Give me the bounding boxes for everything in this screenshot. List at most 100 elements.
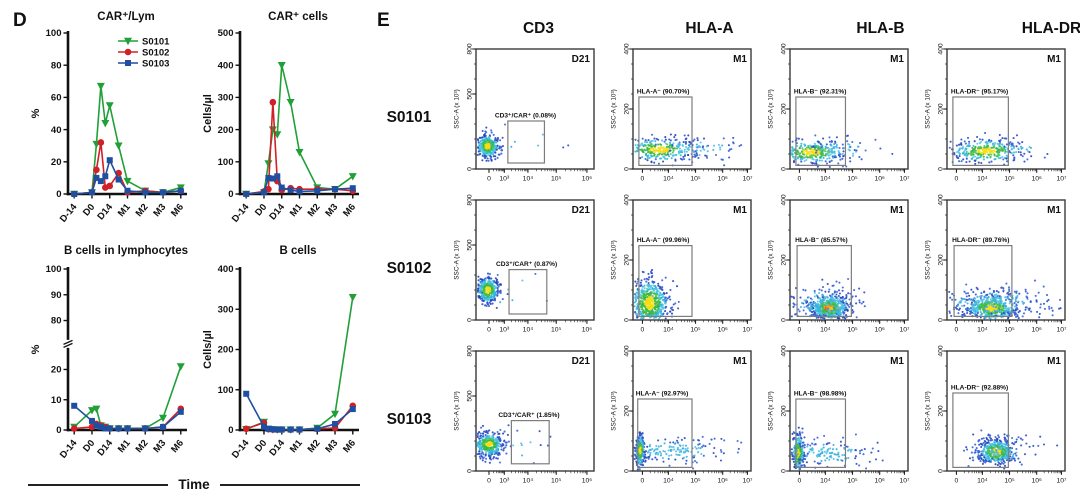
flow-plot-s0101-hla-a: 0 200 400 0 10⁴ 10⁵ 10⁶ 10⁷ SSC-A (x 10³) HLA-A⁻ … bbox=[603, 43, 760, 193]
gate-label: HLA-B⁻ (85.57%) bbox=[795, 237, 848, 244]
series-s0103 bbox=[71, 402, 184, 432]
timepoint-label: M1 bbox=[733, 205, 747, 216]
time-line-left bbox=[28, 483, 169, 486]
row-label-s0102: S0102 bbox=[386, 259, 432, 277]
time-axis-footer: Time bbox=[28, 477, 361, 492]
svg-text:M3: M3 bbox=[323, 202, 340, 219]
svg-text:D14: D14 bbox=[267, 437, 287, 458]
cell-dots bbox=[790, 426, 884, 470]
svg-text:60: 60 bbox=[51, 93, 62, 104]
svg-text:400: 400 bbox=[937, 43, 944, 55]
flow-plot-s0103-hla-b: 0 200 400 0 10⁴ 10⁵ 10⁶ 10⁷ SSC-A (x 10³) HLA-B⁻ … bbox=[760, 345, 917, 495]
cell-dots bbox=[962, 428, 1059, 470]
col-header-hla-b: HLA-B bbox=[856, 20, 905, 37]
svg-text:10⁴: 10⁴ bbox=[663, 175, 674, 182]
svg-text:10⁵: 10⁵ bbox=[1004, 175, 1015, 182]
cell-dots bbox=[634, 132, 743, 166]
gate-box bbox=[795, 95, 847, 166]
cell-dots bbox=[633, 268, 680, 320]
flow-plot-s0102-hla-dr: 0 200 400 0 10⁴ 10⁵ 10⁶ 10⁷ SSC-A (x 10³) HLA-DR⁻… bbox=[917, 194, 1074, 344]
gate-label: HLA-A⁻ (99.96%) bbox=[637, 237, 690, 244]
svg-text:100: 100 bbox=[46, 264, 62, 275]
gate-box bbox=[952, 391, 1009, 468]
svg-text:0: 0 bbox=[56, 425, 61, 436]
cell-dots bbox=[790, 277, 866, 320]
svg-text:400: 400 bbox=[218, 60, 234, 71]
svg-text:800: 800 bbox=[466, 194, 473, 206]
row-label-s0103: S0103 bbox=[386, 410, 432, 428]
svg-text:200: 200 bbox=[937, 103, 944, 115]
timepoint-label: M1 bbox=[733, 54, 747, 65]
svg-text:80: 80 bbox=[51, 60, 62, 71]
svg-text:M1: M1 bbox=[116, 201, 133, 219]
svg-text:800: 800 bbox=[466, 43, 473, 55]
svg-text:10⁶: 10⁶ bbox=[875, 326, 886, 333]
timepoint-label: D21 bbox=[572, 356, 591, 367]
svg-text:M3: M3 bbox=[151, 438, 168, 455]
panel-e: E CD3 HLA-A HLA-B HLA-DR S0101 0 500 800 0 1… bbox=[372, 0, 1080, 498]
gate-label: CD3⁺/CAR⁺ (0.08%) bbox=[495, 112, 556, 119]
svg-text:Cells/µl: Cells/µl bbox=[202, 94, 214, 133]
col-header-hla-dr: HLA-DR bbox=[1021, 20, 1080, 37]
svg-text:0: 0 bbox=[487, 326, 491, 333]
svg-text:10⁶: 10⁶ bbox=[582, 175, 593, 182]
svg-text:10⁶: 10⁶ bbox=[1032, 326, 1043, 333]
svg-text:10⁶: 10⁶ bbox=[718, 175, 729, 182]
chart-bcells-plot: 0 100 200 300 400 D-14 D0 D14 M1 M2 M3 M6 Cells/µl bbox=[198, 261, 366, 472]
svg-text:10⁵: 10⁵ bbox=[551, 175, 562, 182]
gate-box bbox=[507, 119, 546, 164]
timepoint-label: M1 bbox=[1047, 356, 1061, 367]
svg-text:300: 300 bbox=[218, 304, 234, 315]
svg-text:10⁵: 10⁵ bbox=[551, 477, 562, 484]
svg-text:M3: M3 bbox=[323, 438, 340, 455]
svg-text:20: 20 bbox=[51, 365, 62, 376]
svg-text:0: 0 bbox=[780, 317, 787, 321]
timepoint-label: M1 bbox=[890, 356, 904, 367]
gate-label: HLA-B⁻ (92.31%) bbox=[794, 88, 847, 95]
svg-text:M3: M3 bbox=[151, 202, 168, 219]
svg-text:0: 0 bbox=[623, 166, 630, 170]
svg-text:M2: M2 bbox=[306, 202, 323, 219]
chart-title-car-cells: CAR⁺ cells bbox=[268, 11, 328, 23]
gate-label: CD3⁺/CAR⁺ (0.87%) bbox=[496, 261, 557, 268]
svg-text:M2: M2 bbox=[134, 438, 151, 455]
svg-text:10⁶: 10⁶ bbox=[718, 326, 729, 333]
svg-text:500: 500 bbox=[218, 28, 234, 39]
svg-text:%: % bbox=[30, 108, 42, 118]
svg-text:M1: M1 bbox=[288, 201, 305, 219]
svg-text:10⁴: 10⁴ bbox=[977, 326, 988, 333]
series-s0101 bbox=[70, 82, 185, 199]
gate-box bbox=[638, 95, 693, 166]
panel-d-chart-grid: CAR⁺/Lym 0 20 40 60 80 100 D-14 D0 D14 M1 M2 M3 M6% S… bbox=[26, 4, 366, 474]
flow-plot-svg: 0 200 400 0 10⁴ 10⁵ 10⁶ 10⁷ SSC-A (x 10³) HLA-A⁻ … bbox=[611, 194, 754, 333]
svg-text:SSC-A (x 10³): SSC-A (x 10³) bbox=[768, 240, 775, 279]
flow-plot-svg: 0 500 800 0 10³ 10⁴ 10⁵ 10⁶ SSC-A (x 10³) CD3⁺/CA… bbox=[454, 194, 595, 333]
svg-text:10⁷: 10⁷ bbox=[742, 326, 753, 333]
timepoint-label: D21 bbox=[572, 54, 591, 65]
svg-text:SSC-A (x 10³): SSC-A (x 10³) bbox=[925, 89, 932, 128]
timepoint-label: M1 bbox=[890, 205, 904, 216]
panel-d-label: D bbox=[13, 10, 27, 31]
svg-text:10⁴: 10⁴ bbox=[820, 175, 831, 182]
svg-text:400: 400 bbox=[623, 194, 630, 206]
svg-text:10: 10 bbox=[51, 395, 62, 406]
gate-label: HLA-B⁻ (98.98%) bbox=[794, 390, 847, 397]
col-header-cd3: CD3 bbox=[522, 20, 554, 37]
svg-text:400: 400 bbox=[780, 43, 787, 55]
svg-text:Cells/µl: Cells/µl bbox=[202, 330, 214, 369]
svg-text:%: % bbox=[30, 344, 42, 354]
svg-text:M2: M2 bbox=[306, 438, 323, 455]
chart-car-cells-plot: 0 100 200 300 400 500 D-14 D0 D14 M1 M2 M3 M6 Cells/µ… bbox=[198, 25, 366, 236]
series-s0103 bbox=[71, 157, 184, 197]
svg-text:10⁶: 10⁶ bbox=[1032, 175, 1043, 182]
svg-text:0: 0 bbox=[56, 189, 61, 200]
svg-text:S0101: S0101 bbox=[142, 36, 170, 47]
svg-text:M6: M6 bbox=[341, 202, 358, 219]
svg-text:10⁴: 10⁴ bbox=[663, 326, 674, 333]
gate-box bbox=[796, 244, 852, 317]
svg-text:D14: D14 bbox=[95, 201, 115, 222]
svg-text:10⁶: 10⁶ bbox=[875, 175, 886, 182]
